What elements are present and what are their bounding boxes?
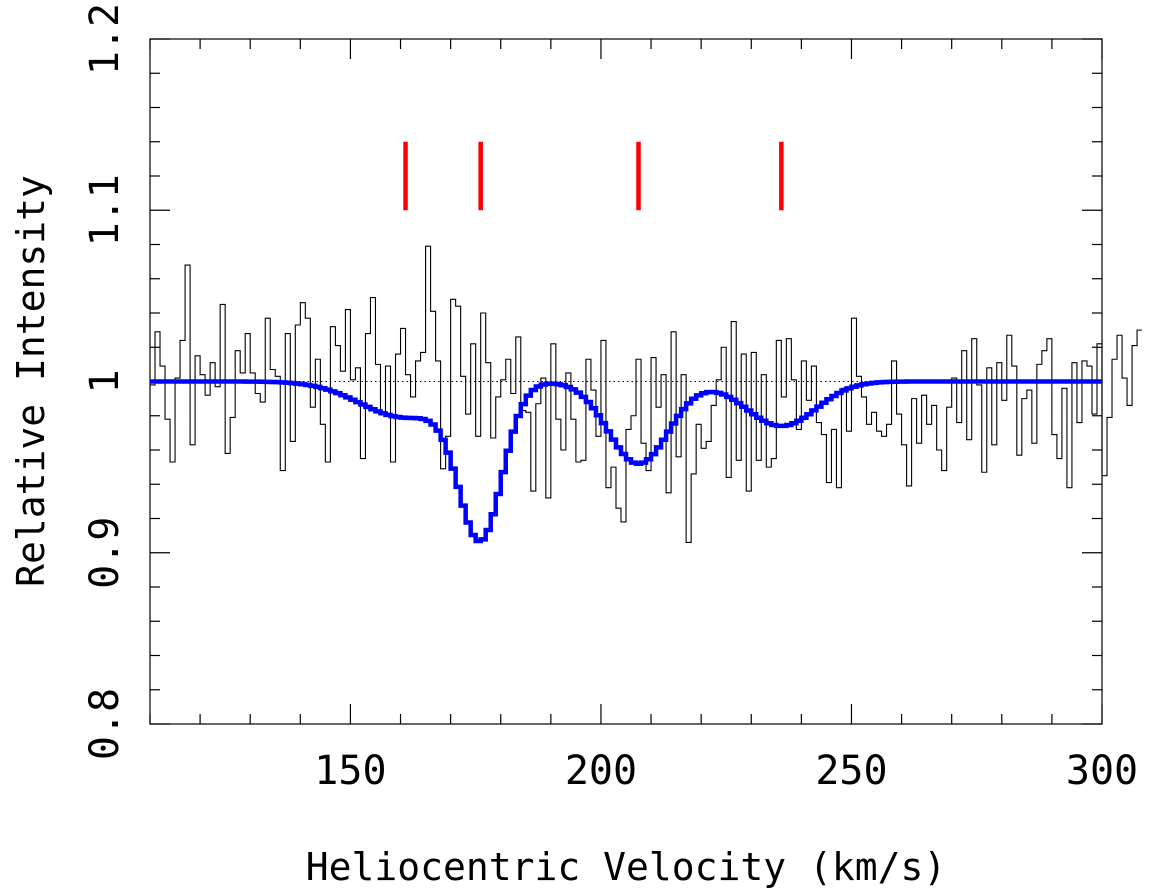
x-tick-label: 300 [1066,748,1138,794]
x-axis-title: Heliocentric Velocity (km/s) [306,845,947,889]
x-tick-label: 250 [815,748,887,794]
axis-ticks [149,38,1103,725]
y-axis-title: Relative Intensity [9,175,53,587]
y-tick-label: 0.9 [82,517,128,589]
x-tick-label: 200 [565,748,637,794]
component-markers [403,141,784,211]
model-fit-curve [150,379,1102,544]
x-tick-label: 150 [314,748,386,794]
y-tick-label: 0.8 [82,688,128,760]
y-tick-label: 1 [82,369,128,393]
y-tick-label: 1.1 [82,174,128,246]
y-tick-label: 1.2 [82,3,128,75]
observed-spectrum [150,245,1143,544]
x-tick-labels: 150 200 250 300 [314,748,1138,794]
y-tick-labels: 0.8 0.9 1 1.1 1.2 [82,3,128,760]
